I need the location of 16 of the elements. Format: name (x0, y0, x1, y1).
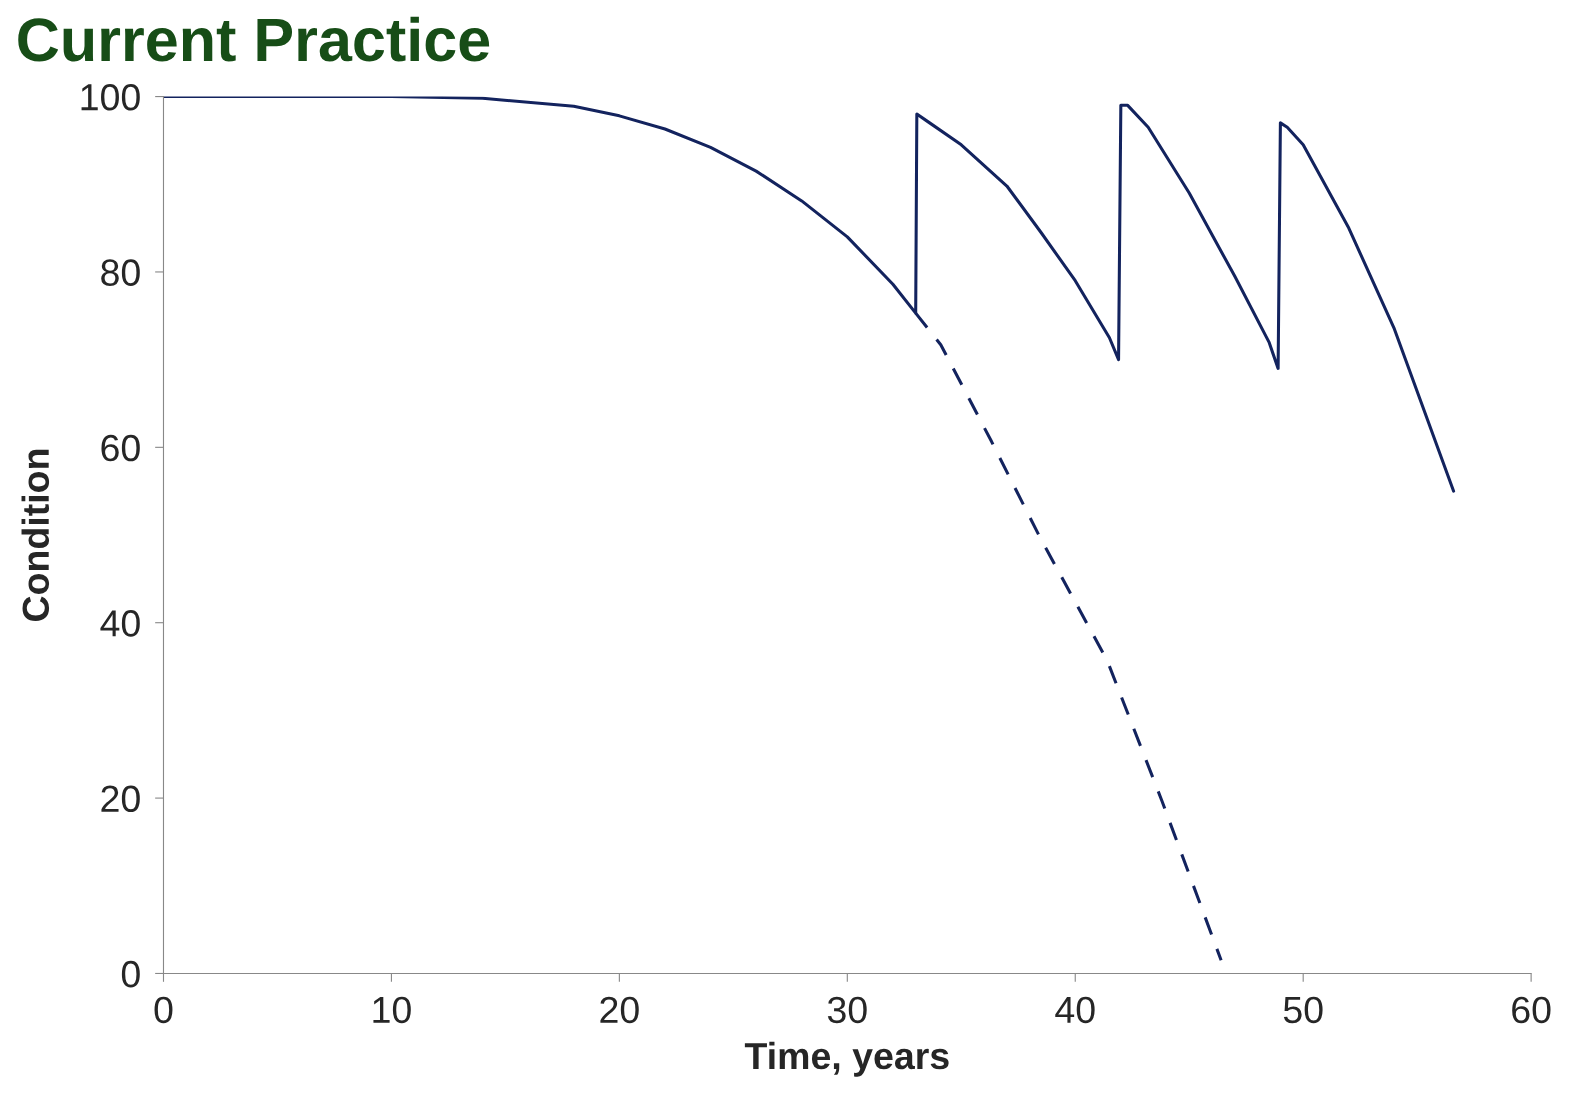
x-tick-label: 10 (373, 996, 411, 1024)
y-axis-title: Condition (21, 449, 50, 621)
y-tick-label: 20 (101, 785, 140, 813)
chart-title: Current Practice (18, 16, 490, 62)
x-tick-label: 60 (1512, 996, 1551, 1024)
x-tick-label: 0 (154, 996, 173, 1024)
y-tick-label: 0 (121, 960, 140, 988)
x-tick-label: 40 (1055, 996, 1095, 1024)
x-tick-label: 20 (600, 996, 639, 1024)
y-tick-label: 80 (101, 259, 140, 286)
y-tick-label: 40 (100, 610, 140, 637)
x-tick-label: 50 (1283, 996, 1323, 1024)
y-tick-label: 100 (81, 83, 140, 111)
x-axis-title: Time, years (744, 1041, 949, 1077)
y-tick-label: 60 (101, 434, 140, 462)
x-tick-label: 30 (827, 996, 867, 1024)
